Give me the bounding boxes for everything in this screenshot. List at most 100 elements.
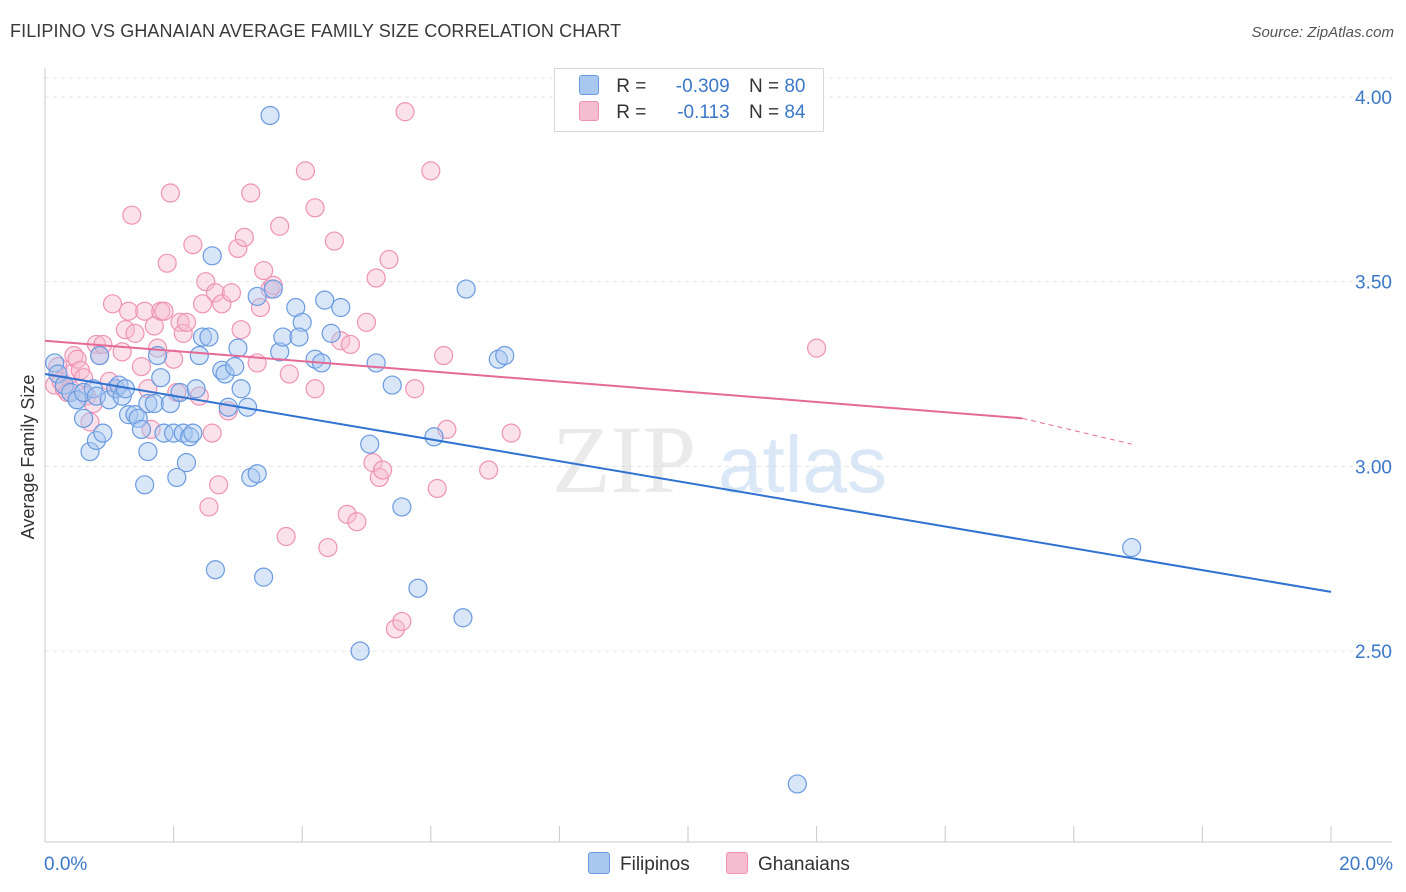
y-tick-label: 2.50 (1355, 642, 1392, 663)
ghanaian-point (366, 268, 386, 288)
legend-r-label: R = (616, 76, 647, 97)
ghanaian-point (192, 294, 213, 314)
trend-lines (44, 339, 1332, 593)
ghanaian-point (318, 537, 338, 558)
legend-label-filipinos: Filipinos (620, 854, 690, 875)
ghanaian-point (67, 349, 87, 369)
filipino-point (241, 467, 261, 488)
legend-item-ghanaians[interactable]: Ghanaians (726, 852, 850, 876)
ghanaian-point (122, 205, 142, 225)
y-tick-label: 3.00 (1355, 457, 1392, 478)
ghanaian-point (115, 320, 135, 340)
ghanaian-point (80, 412, 100, 432)
ghanaian-point (196, 272, 216, 292)
ghanaian-point (347, 512, 367, 532)
ghanaian-point (125, 323, 145, 343)
filipino-point (135, 475, 155, 495)
ghanaians-trend-extension (1022, 417, 1132, 445)
ghanaian-point (305, 379, 325, 399)
ghanaian-point (221, 283, 242, 303)
ghanaian-point (212, 294, 232, 314)
ghanaian-point (202, 423, 222, 443)
ghanaian-point (324, 231, 344, 251)
filipino-point (67, 390, 87, 410)
filipino-point (212, 360, 232, 380)
filipino-point (488, 349, 508, 369)
filipino-point (331, 297, 351, 318)
filipino-point (99, 390, 119, 410)
ghanaian-point (427, 478, 447, 499)
filipino-point (453, 608, 473, 628)
ghanaian-point (270, 216, 290, 236)
filipino-point (260, 105, 280, 126)
ghanaian-point (276, 526, 296, 547)
legend-n-label: N = (748, 102, 780, 123)
filipino-point (305, 349, 325, 369)
filipinos-trend-line (44, 373, 1332, 593)
ghanaians-swatch (579, 101, 599, 121)
filipino-point (292, 312, 312, 332)
legend-r-label: R = (616, 102, 647, 123)
ghanaian-point (434, 345, 454, 366)
ghanaian-point (199, 497, 219, 517)
filipino-point (254, 567, 274, 587)
filipino-point (138, 393, 158, 414)
correlation-legend: R = -0.309 N = 80 R = -0.113 N = 84 (554, 68, 824, 132)
ghanaian-point (254, 260, 274, 281)
ghanaian-point (331, 331, 351, 351)
legend-r-value: -0.309 (675, 76, 730, 97)
watermark-zip: ZIP (552, 406, 696, 513)
ghanaian-point (392, 611, 412, 632)
legend-label-ghanaians: Ghanaians (758, 854, 850, 875)
ghanaian-point (205, 283, 225, 303)
y-tick-labels: 2.50 3.00 3.50 4.00 (1355, 88, 1392, 663)
legend-item-filipinos[interactable]: Filipinos (588, 852, 690, 876)
y-tick-label: 4.00 (1355, 88, 1392, 109)
filipino-point (80, 441, 100, 462)
y-axis-label: Average Family Size (18, 375, 38, 540)
ghanaian-point (385, 619, 406, 639)
filipino-point (456, 279, 476, 299)
ghanaian-point (234, 227, 254, 247)
filipino-point (144, 393, 164, 414)
filipino-point (273, 327, 293, 347)
ghanaian-point (806, 338, 827, 358)
ghanaian-point (405, 379, 425, 399)
filipino-point (180, 427, 200, 447)
filipino-point (366, 353, 386, 373)
filipino-point (154, 423, 174, 443)
filipino-point (73, 382, 94, 403)
ghanaian-point (135, 301, 155, 321)
legend-n-label: N = (748, 76, 780, 97)
legend-row-ghanaians: R = -0.113 N = 84 (579, 101, 805, 127)
ghanaian-point (131, 357, 152, 377)
filipino-point (408, 578, 428, 598)
filipino-point (215, 364, 235, 384)
filipino-point (495, 345, 515, 366)
filipino-point (118, 405, 139, 425)
ghanaian-point (173, 323, 193, 343)
filipino-point (183, 423, 203, 443)
filipino-point (231, 379, 251, 399)
filipino-point (167, 467, 187, 488)
ghanaian-point (372, 460, 393, 480)
ghanaian-point (160, 183, 180, 203)
legend-r-value: -0.113 (677, 102, 730, 123)
filipino-point (247, 464, 267, 484)
filipino-point (321, 323, 341, 343)
filipino-point (54, 375, 74, 395)
filipino-point (263, 279, 283, 299)
ghanaian-point (421, 161, 441, 181)
ghanaian-point (395, 102, 415, 122)
ghanaian-point (141, 419, 161, 439)
filipino-point (164, 423, 184, 443)
filipino-point (218, 397, 238, 417)
filipino-point (382, 375, 402, 395)
filipino-point (350, 641, 370, 661)
ghanaian-point (479, 460, 499, 480)
filipino-point (192, 327, 213, 347)
ghanaian-point (305, 198, 325, 218)
filipino-point (392, 497, 412, 517)
filipino-point (86, 386, 107, 406)
ghanaians-points (45, 102, 827, 639)
